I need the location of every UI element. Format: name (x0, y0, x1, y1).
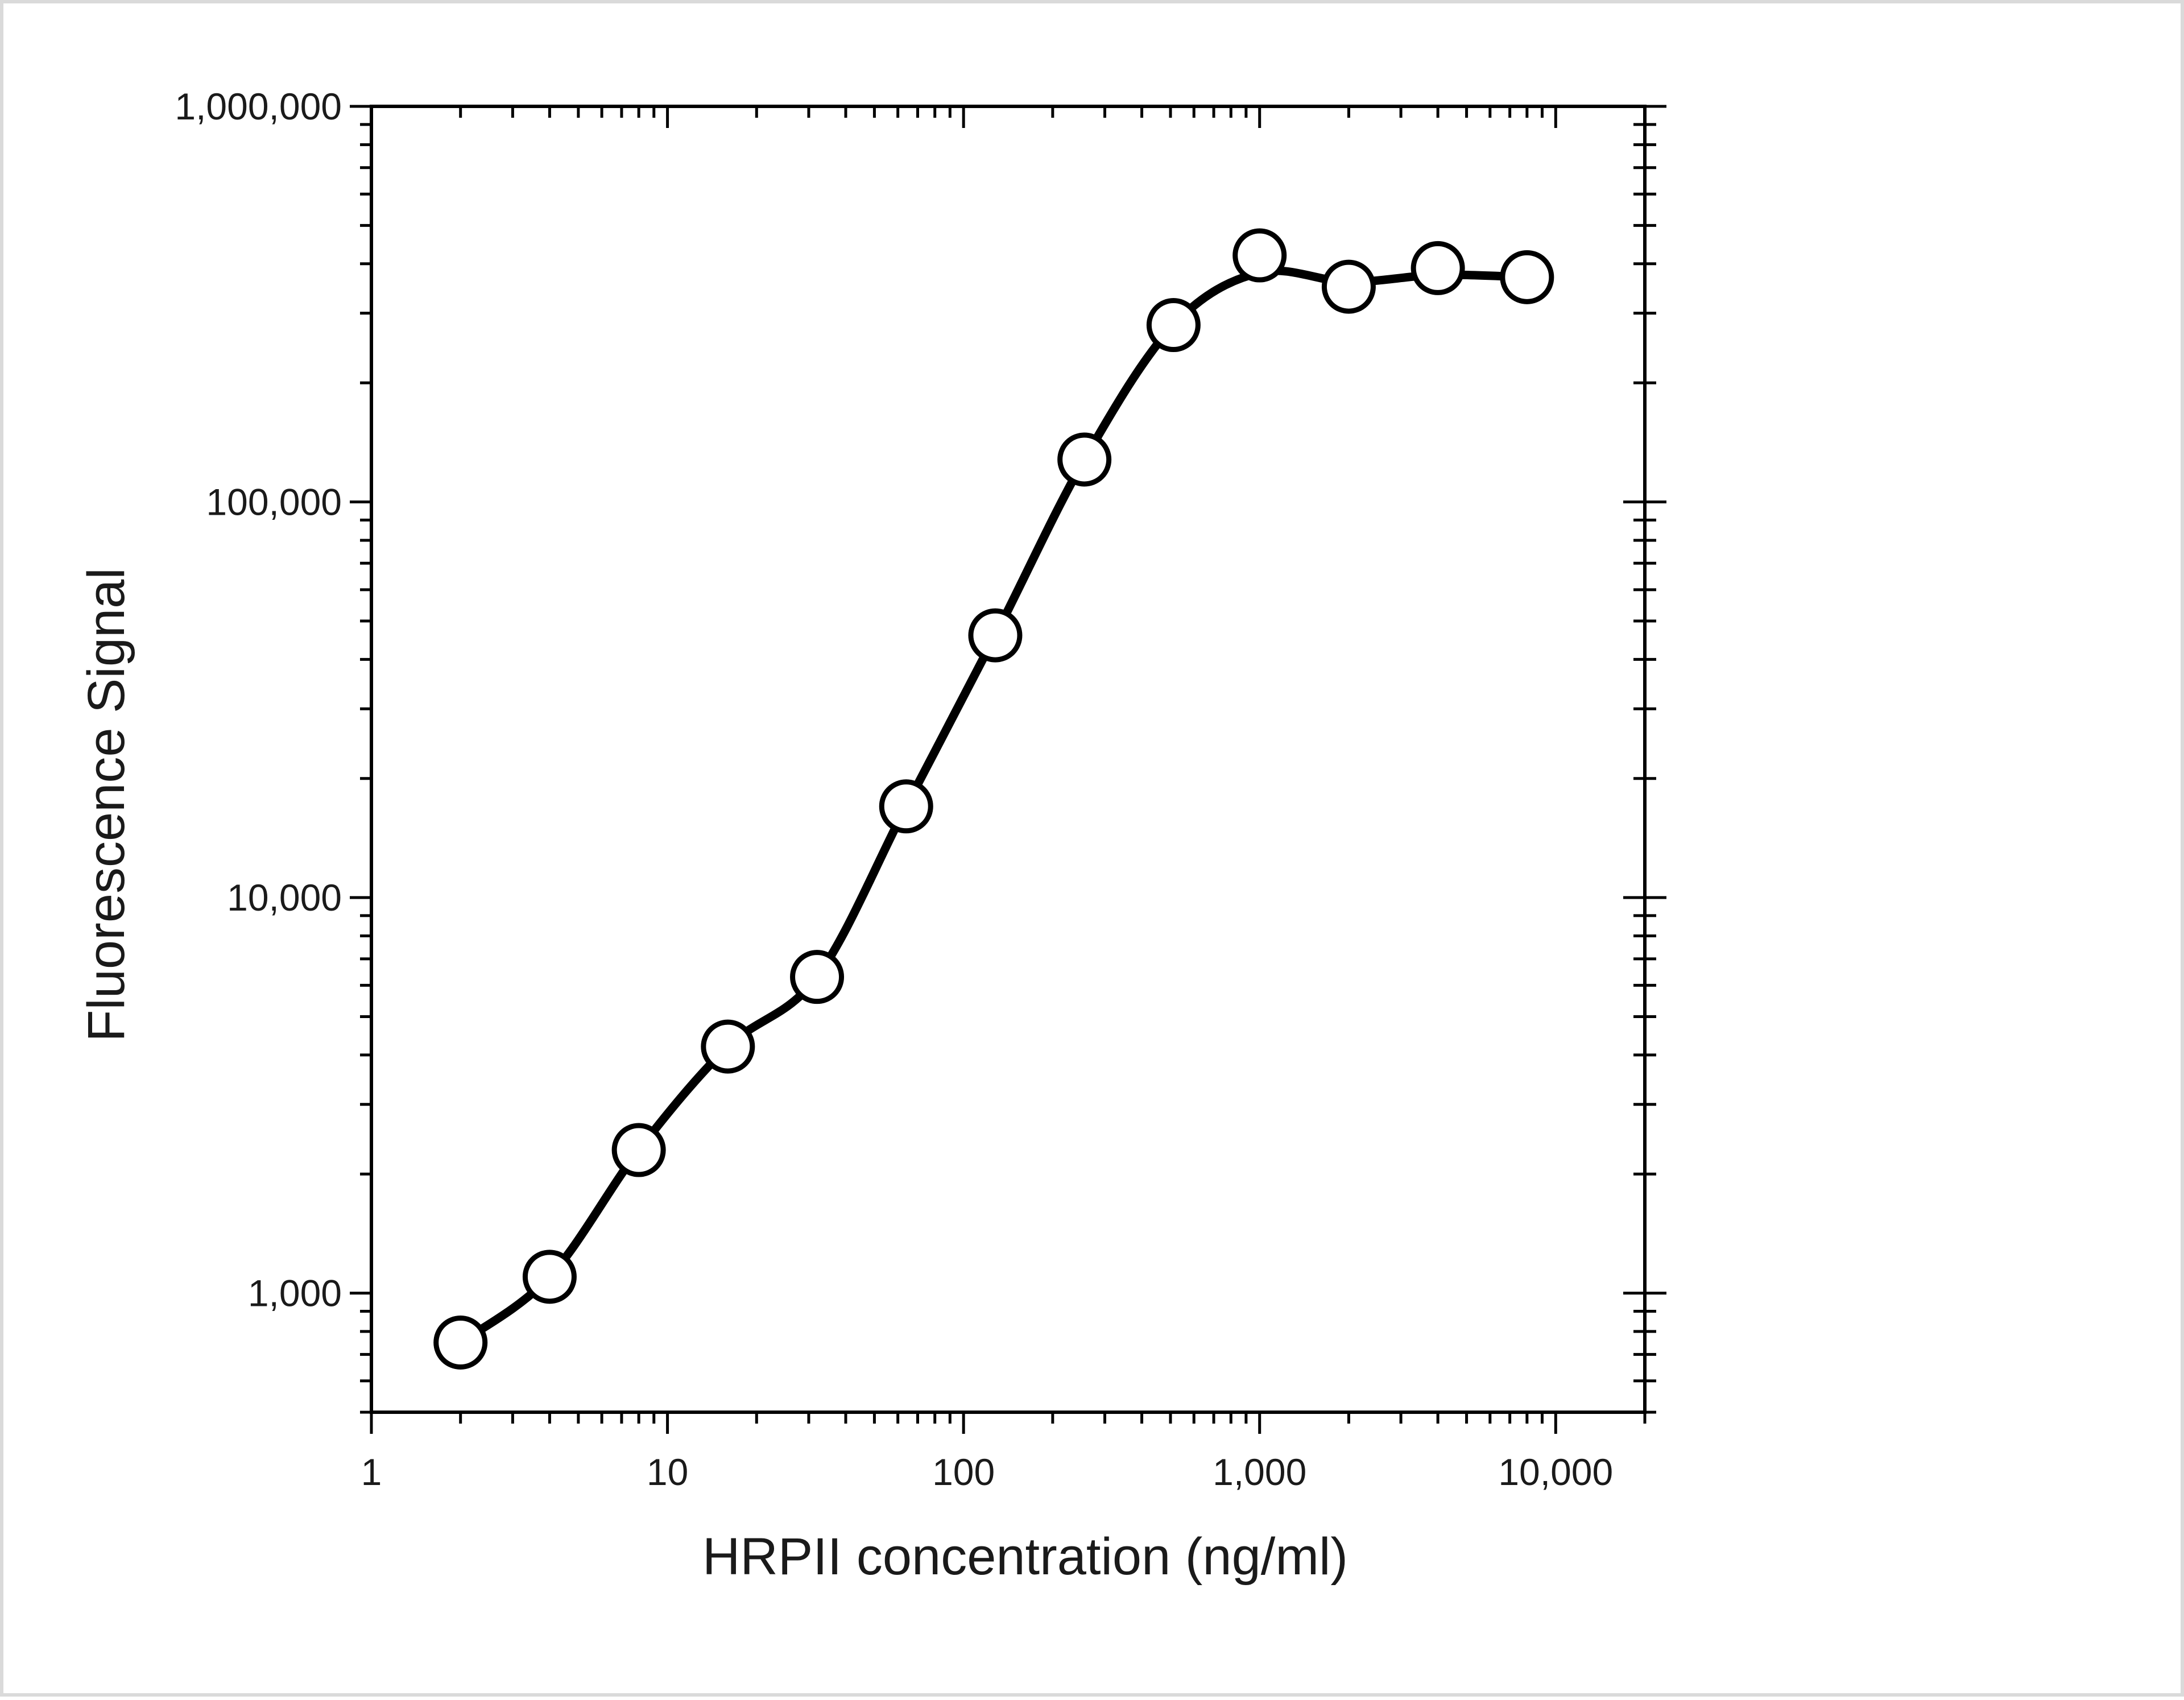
x-tick-label: 1 (361, 1451, 382, 1493)
x-tick-label: 10,000 (1498, 1451, 1613, 1493)
y-tick-label: 100,000 (206, 481, 342, 523)
data-point (1410, 241, 1465, 295)
data-point (968, 608, 1023, 663)
y-axis-title: Fluorescence Signal (77, 568, 135, 1042)
data-point (790, 950, 845, 1004)
tick-marks (350, 105, 1666, 1434)
y-tick-label: 10,000 (227, 876, 342, 919)
data-point (1232, 228, 1287, 283)
fluorescence-chart: 1 10 100 1,000 10,000 1,000 10,000 100,000 1,000… (77, 85, 1666, 1586)
data-point (611, 1123, 666, 1177)
data-point (1500, 250, 1554, 304)
data-point (701, 1019, 755, 1074)
fit-curve (456, 266, 1532, 1347)
y-tick-label: 1,000 (248, 1272, 342, 1314)
data-point (1057, 432, 1112, 487)
data-point (1321, 259, 1376, 314)
y-tick-label: 1,000,000 (175, 85, 342, 127)
plot-area-border (370, 105, 1647, 1414)
data-points (433, 228, 1554, 1370)
x-tick-label: 100 (932, 1451, 995, 1493)
data-point (522, 1250, 577, 1304)
x-tick-label: 1,000 (1213, 1451, 1306, 1493)
x-tick-label: 10 (647, 1451, 688, 1493)
data-point (1146, 298, 1201, 353)
x-axis-title: HRPII concentration (ng/ml) (702, 1528, 1348, 1586)
data-point (879, 779, 933, 834)
data-point (433, 1316, 488, 1370)
tick-labels: 1 10 100 1,000 10,000 1,000 10,000 100,000 1,000… (175, 85, 1613, 1493)
